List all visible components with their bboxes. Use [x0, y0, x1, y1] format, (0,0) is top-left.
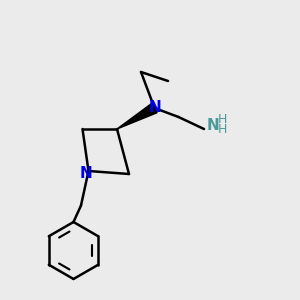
- Text: N: N: [149, 100, 161, 115]
- Text: H: H: [218, 122, 227, 136]
- Polygon shape: [117, 103, 157, 129]
- Text: N: N: [206, 118, 219, 134]
- Text: H: H: [218, 113, 227, 126]
- Text: N: N: [80, 167, 92, 182]
